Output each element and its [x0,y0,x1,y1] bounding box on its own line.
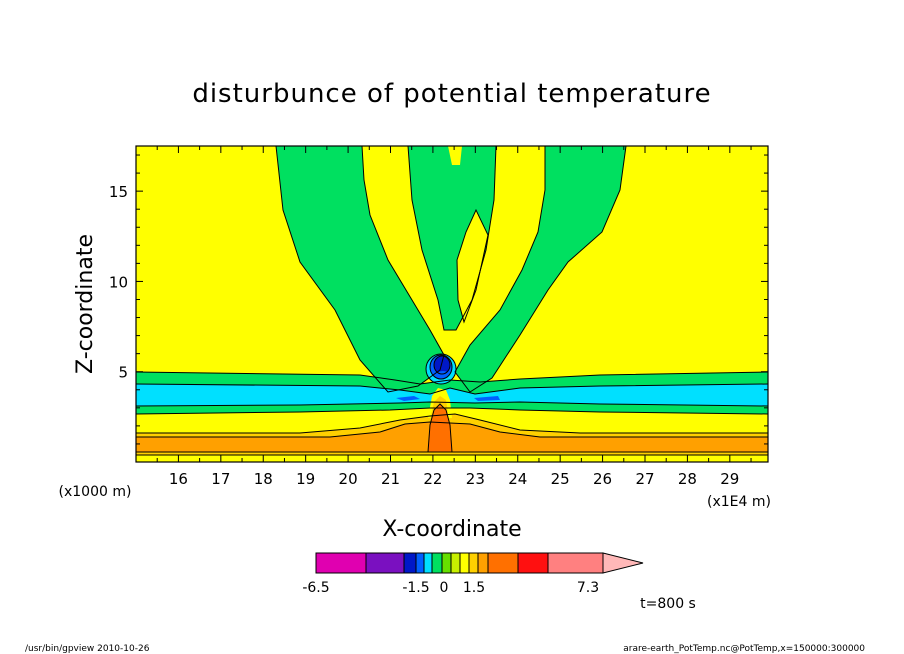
plot-area [136,146,768,462]
colorbar: -6.5 -1.5 0 1.5 7.3 [302,552,644,596]
x-tick-label: 29 [720,470,739,488]
plume-center-gap [448,146,462,165]
x-tick-label: 22 [423,470,442,488]
plume-right-gap [457,210,488,322]
plot-frame [135,145,769,463]
band-yellow-bottom [136,455,768,462]
x-tick-label: 26 [593,470,612,488]
x-tick-label: 25 [551,470,570,488]
colorbar-swatch [487,552,519,574]
x-tick-label: 18 [254,470,273,488]
band-cyan-core [396,396,420,401]
x-tick-label: 27 [635,470,654,488]
footer-left: /usr/bin/gpview 2010-10-26 [25,644,150,654]
colorbar-swatch [423,552,433,574]
chart-title: disturbunce of potential temperature [192,79,711,109]
x-tick-label: 20 [339,470,358,488]
x-axis-label: X-coordinate [382,517,521,542]
band-yellow-thin [136,452,768,455]
y-tick-label: 5 [118,364,128,382]
y-axis-label: Z-coordinate [73,234,98,374]
colorbar-swatch [431,552,443,574]
band-cyan [136,384,768,406]
time-annotation: t=800 s [640,596,696,612]
y-tick-label: 10 [109,273,128,291]
colorbar-swatch [365,552,405,574]
colorbar-swatch [415,552,425,574]
band-orange [136,422,768,452]
plume-left [276,146,444,392]
band-cyan-core-right [474,396,500,401]
core-dark [434,356,450,374]
colorbar-label: -6.5 [302,580,329,596]
x-tick-label: 16 [169,470,188,488]
colorbar-label: 7.3 [577,580,599,596]
plume-right [455,146,626,392]
colorbar-swatch [517,552,549,574]
footer-right: arare-earth_PotTemp.nc@PotTemp,x=150000:… [623,644,865,654]
colorbar-label: 1.5 [463,580,485,596]
x-axis: 16 17 18 19 20 21 22 23 24 25 26 27 28 29 [156,146,752,488]
x-tick-label: 28 [678,470,697,488]
x-tick-label: 24 [508,470,527,488]
x-tick-label: 19 [296,470,315,488]
y-unit-label: (x1000 m) [59,484,132,500]
x-unit-label: (x1E4 m) [707,494,771,510]
colorbar-label: -1.5 [402,580,429,596]
colorbar-swatch [450,552,461,574]
x-tick-label: 23 [466,470,485,488]
x-tick-label: 21 [381,470,400,488]
contours [136,146,768,456]
colorbar-swatch [459,552,470,574]
colorbar-swatch [441,552,452,574]
colorbar-swatch [477,552,489,574]
colorbar-swatch [403,552,417,574]
colorbar-label: 0 [440,580,449,596]
x-tick-label: 17 [211,470,230,488]
colorbar-swatch [547,552,604,574]
y-axis: 5 10 15 [109,154,768,445]
colorbar-arrow [602,552,644,574]
colorbar-swatch [468,552,479,574]
colorbar-swatch [315,552,367,574]
y-tick-label: 15 [109,183,128,201]
